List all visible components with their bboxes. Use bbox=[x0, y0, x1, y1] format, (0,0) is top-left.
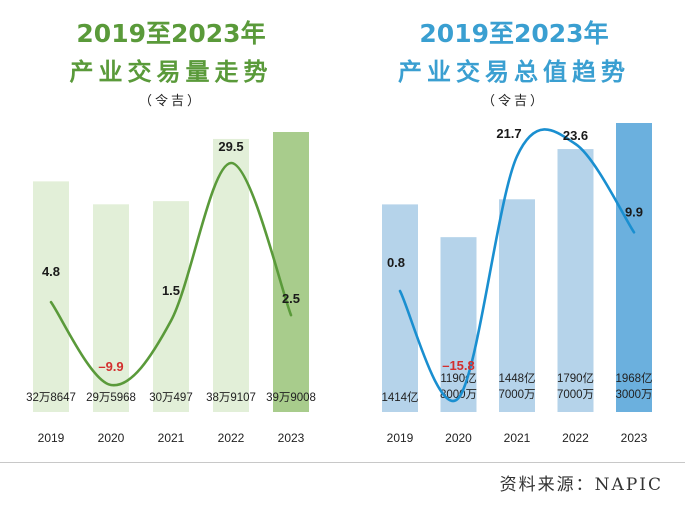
bar-value-line: 29万5968 bbox=[86, 392, 136, 404]
bar-value-label: 38万9107 bbox=[206, 392, 256, 404]
bar bbox=[93, 204, 129, 412]
bar bbox=[213, 138, 249, 412]
x-tick-label: 2022 bbox=[218, 431, 245, 445]
bar-value-line: 30万497 bbox=[149, 392, 192, 404]
value-chart-plot: 1414亿 2019 1190亿 8000万 2020 1448亿 7000万 2021 179… bbox=[381, 123, 653, 445]
growth-label: 0.8 bbox=[387, 255, 405, 270]
growth-line bbox=[398, 128, 636, 403]
bar bbox=[499, 199, 535, 412]
bar-value-line: 1790亿 bbox=[557, 372, 594, 385]
x-tick-label: 2020 bbox=[98, 431, 125, 445]
unit-note: （令吉） bbox=[481, 94, 546, 109]
bar-value-line: 39万9008 bbox=[266, 392, 316, 404]
bar bbox=[440, 237, 477, 412]
bar-value-line: 1414亿 bbox=[381, 391, 418, 404]
bar-value-label: 1968亿 3000万 bbox=[615, 372, 652, 401]
bar-value-line: 7000万 bbox=[557, 389, 594, 401]
x-tick-label: 2021 bbox=[158, 431, 185, 445]
growth-label: 29.5 bbox=[218, 139, 243, 154]
volume-chart-panel: 2019至2023年 产业交易量走势 （令吉） 32万8647 2019 29万59… bbox=[0, 0, 342, 470]
bar-value-line: 3000万 bbox=[615, 389, 652, 401]
x-tick-label: 2023 bbox=[621, 431, 648, 445]
bar-value-label: 1414亿 bbox=[381, 391, 418, 404]
value-chart-panel: 2019至2023年 产业交易总值趋势 （令吉） 1414亿 2019 1190亿 8… bbox=[343, 0, 685, 470]
volume-chart-plot: 32万8647 2019 29万5968 2020 30万497 2021 38万9107 2… bbox=[26, 132, 316, 445]
bar-value-line: 1968亿 bbox=[615, 372, 652, 385]
bar bbox=[557, 149, 594, 412]
bar-value-line: 1190亿 bbox=[440, 372, 476, 385]
x-tick-label: 2019 bbox=[38, 431, 65, 445]
growth-label: –9.9 bbox=[98, 359, 123, 374]
x-tick-label: 2019 bbox=[387, 431, 414, 445]
bar bbox=[616, 123, 652, 412]
growth-label: 1.5 bbox=[162, 283, 180, 298]
bar-value-line: 1448亿 bbox=[498, 372, 535, 385]
bar-value-label: 30万497 bbox=[149, 392, 192, 404]
bar-value-label: 29万5968 bbox=[86, 392, 136, 404]
growth-label: 2.5 bbox=[282, 291, 300, 306]
bar bbox=[153, 201, 189, 412]
chart-title: 2019至2023年 bbox=[419, 19, 609, 48]
x-tick-label: 2021 bbox=[504, 431, 531, 445]
bar-value-label: 1790亿 7000万 bbox=[557, 372, 594, 401]
source-note: 资料来源：NAPIC bbox=[499, 475, 663, 495]
growth-label: 23.6 bbox=[563, 128, 588, 143]
bar-value-line: 7000万 bbox=[498, 389, 535, 401]
chart-title: 2019至2023年 bbox=[76, 19, 266, 48]
x-tick-label: 2023 bbox=[278, 431, 305, 445]
chart-subtitle: 产业交易总值趋势 bbox=[398, 58, 630, 86]
divider bbox=[0, 462, 685, 463]
bar-value-line: 8000万 bbox=[440, 389, 477, 401]
growth-label: 21.7 bbox=[496, 126, 521, 141]
growth-label: 4.8 bbox=[42, 264, 60, 279]
bar-value-line: 38万9107 bbox=[206, 392, 256, 404]
growth-line bbox=[49, 161, 293, 387]
x-tick-label: 2022 bbox=[562, 431, 589, 445]
bar bbox=[33, 181, 69, 412]
bar-value-label: 1448亿 7000万 bbox=[498, 372, 535, 401]
bar-value-label: 32万8647 bbox=[26, 392, 76, 404]
growth-label: 9.9 bbox=[625, 204, 643, 219]
bar-value-line: 32万8647 bbox=[26, 392, 76, 404]
bar bbox=[382, 204, 418, 412]
chart-subtitle: 产业交易量走势 bbox=[69, 58, 273, 86]
unit-note: （令吉） bbox=[138, 94, 203, 109]
growth-label: –15.8 bbox=[442, 358, 475, 373]
x-tick-label: 2020 bbox=[445, 431, 472, 445]
bar-value-label: 39万9008 bbox=[266, 392, 316, 404]
